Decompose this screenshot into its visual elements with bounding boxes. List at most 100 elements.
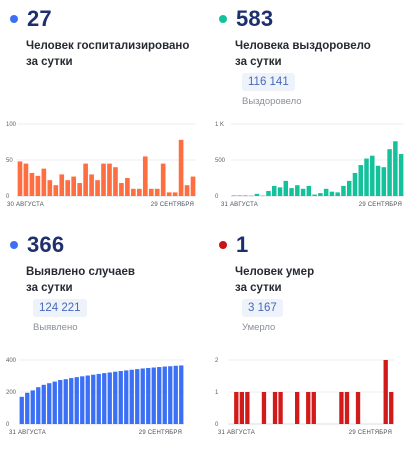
y-tick-label: 2 bbox=[215, 358, 219, 364]
bar bbox=[387, 149, 392, 196]
bar bbox=[89, 174, 94, 196]
stat-header: 1 bbox=[219, 232, 249, 257]
bar bbox=[173, 365, 178, 424]
bar bbox=[36, 387, 41, 424]
stat-number: 583 bbox=[236, 6, 274, 31]
series-dot-icon bbox=[219, 241, 227, 249]
caption-line: за сутки bbox=[26, 282, 73, 294]
total-label: Выявлено bbox=[33, 322, 78, 333]
y-tick-label: 1 K bbox=[215, 122, 224, 128]
bar bbox=[168, 366, 173, 424]
bar bbox=[52, 381, 57, 424]
bar bbox=[344, 392, 350, 424]
y-tick-label: 200 bbox=[6, 390, 17, 396]
bar bbox=[119, 183, 124, 196]
bar bbox=[295, 392, 300, 424]
stat-caption: Человека выздоровело за сутки bbox=[235, 38, 371, 70]
bar bbox=[125, 178, 130, 196]
bar bbox=[113, 167, 118, 196]
stat-header: 366 bbox=[10, 232, 64, 257]
bar bbox=[83, 163, 88, 196]
x-end-label: 29 СЕНТЯБРЯ bbox=[139, 430, 182, 436]
bar bbox=[381, 167, 387, 196]
bar bbox=[355, 392, 361, 424]
stat-caption: Выявлено случаев за сутки bbox=[26, 264, 135, 296]
bar bbox=[237, 195, 242, 196]
bar bbox=[172, 192, 178, 196]
total-badge: 124 221 bbox=[33, 299, 87, 317]
x-end-label: 29 СЕНТЯБРЯ bbox=[349, 430, 392, 436]
bar bbox=[190, 176, 196, 196]
chart-deaths: 0 1 2 31 АВГУСТА 29 СЕНТЯБРЯ bbox=[215, 358, 394, 436]
y-tick-label: 1 bbox=[215, 390, 219, 396]
x-start-label: 31 АВГУСТА bbox=[218, 430, 255, 436]
stat-number: 1 bbox=[236, 232, 249, 257]
caption-line: Человек госпитализировано bbox=[26, 40, 190, 52]
bar bbox=[80, 376, 85, 424]
stat-caption: Человек умер за сутки bbox=[235, 264, 314, 296]
bar bbox=[95, 180, 100, 196]
panel-recovered: 583 Человека выздоровело за сутки 116 14… bbox=[209, 0, 418, 225]
bar bbox=[329, 191, 335, 196]
bar bbox=[364, 158, 369, 196]
bar bbox=[47, 180, 53, 196]
y-tick-label: 0 bbox=[215, 194, 219, 200]
bar bbox=[234, 392, 239, 424]
bar bbox=[318, 193, 323, 196]
bar bbox=[278, 392, 283, 424]
bar bbox=[300, 188, 306, 196]
bar bbox=[162, 366, 167, 424]
bar bbox=[277, 187, 283, 196]
bar bbox=[131, 188, 136, 196]
y-tick-label: 50 bbox=[6, 158, 13, 164]
total-badge: 116 141 bbox=[242, 73, 295, 91]
bar bbox=[77, 183, 82, 196]
bar bbox=[91, 374, 96, 424]
bar bbox=[184, 185, 190, 196]
bar bbox=[352, 172, 358, 196]
x-start-label: 31 АВГУСТА bbox=[9, 430, 46, 436]
y-tick-label: 0 bbox=[6, 422, 10, 428]
bar bbox=[140, 368, 145, 424]
bar bbox=[47, 383, 52, 424]
bar bbox=[295, 185, 300, 196]
bar bbox=[151, 367, 156, 424]
bar bbox=[179, 365, 184, 424]
bar bbox=[323, 188, 329, 196]
bar bbox=[30, 390, 35, 424]
bar bbox=[283, 180, 289, 196]
bar bbox=[29, 172, 35, 196]
bar bbox=[129, 369, 134, 424]
bar bbox=[306, 185, 312, 196]
bar bbox=[41, 384, 46, 424]
bar bbox=[102, 373, 107, 424]
bar bbox=[272, 185, 277, 196]
bar bbox=[136, 188, 142, 196]
bar bbox=[341, 185, 346, 196]
bar bbox=[160, 163, 166, 196]
bar bbox=[63, 379, 68, 424]
bar bbox=[375, 165, 381, 196]
bar bbox=[289, 188, 294, 196]
y-tick-label: 0 bbox=[215, 422, 219, 428]
bar bbox=[245, 392, 250, 424]
bar bbox=[142, 156, 148, 196]
total-label: Выздоровело bbox=[242, 96, 302, 107]
bar bbox=[53, 185, 59, 196]
bar bbox=[157, 367, 162, 424]
series-dot-icon bbox=[219, 15, 227, 23]
series-dot-icon bbox=[10, 241, 18, 249]
bar bbox=[358, 165, 363, 196]
total-badge: 3 167 bbox=[242, 299, 283, 317]
x-start-label: 30 АВГУСТА bbox=[7, 202, 44, 208]
bar bbox=[272, 392, 278, 424]
bar bbox=[166, 192, 172, 196]
bar bbox=[306, 392, 311, 424]
bar bbox=[231, 195, 237, 196]
panel-hospitalized: 27 Человек госпитализировано за сутки 0 5… bbox=[0, 0, 209, 225]
bar bbox=[346, 180, 352, 196]
bar bbox=[118, 371, 123, 424]
bar bbox=[35, 175, 41, 196]
bar bbox=[266, 190, 271, 196]
bar bbox=[261, 392, 267, 424]
